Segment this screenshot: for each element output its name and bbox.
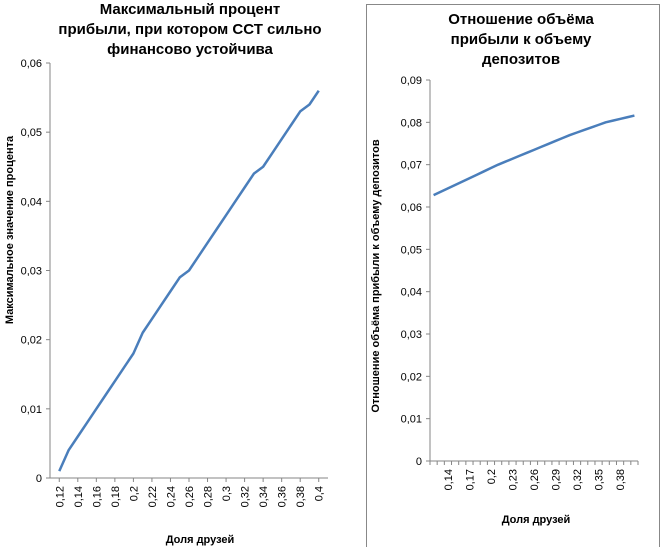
chart-title-line: Отношение объёма xyxy=(448,11,594,28)
x-tick-label: 0,26 xyxy=(529,469,541,490)
y-tick-label: 0,02 xyxy=(21,335,42,347)
series-line xyxy=(58,89,320,472)
x-tick-label: 0,17 xyxy=(464,469,476,490)
y-tick-label: 0,06 xyxy=(401,202,422,214)
y-tick-label: 0,01 xyxy=(401,414,422,426)
x-tick-label: 0,29 xyxy=(551,469,563,490)
y-tick-label: 0,06 xyxy=(21,58,42,70)
y-tick-label: 0,09 xyxy=(401,75,422,87)
y-tick-label: 0,05 xyxy=(401,244,422,256)
chart-title-line: Максимальный процент xyxy=(99,1,281,18)
chart-title-line: финансово устойчива xyxy=(107,41,273,58)
chart-title: Отношение объёма прибыли к объему депози… xyxy=(406,10,636,70)
x-axis-label: Доля друзей xyxy=(165,534,235,546)
x-tick-label: 0,26 xyxy=(184,486,196,507)
chart-title: Максимальный процент прибыли, при которо… xyxy=(40,0,340,60)
y-tick-label: 0,02 xyxy=(401,371,422,383)
x-tick-label: 0,38 xyxy=(615,469,627,490)
y-tick-label: 0,04 xyxy=(21,196,42,208)
x-tick-label: 0,32 xyxy=(240,486,252,507)
y-tick-label: 0 xyxy=(416,456,422,468)
x-tick-label: 0,14 xyxy=(73,486,85,507)
x-tick-label: 0,3 xyxy=(221,486,233,501)
x-tick-label: 0,4 xyxy=(314,486,326,501)
y-tick-label: 0,03 xyxy=(21,266,42,278)
y-tick-label: 0,04 xyxy=(401,287,422,299)
chart-title-line: прибыли к объему xyxy=(450,31,592,48)
chart-right: Отношение объёма прибыли к объему депози… xyxy=(366,4,662,549)
x-tick-label: 0,36 xyxy=(277,486,289,507)
x-tick-label: 0,38 xyxy=(295,486,307,507)
y-tick-label: 0,01 xyxy=(21,404,42,416)
chart-left: Максимальный процент прибыли, при которо… xyxy=(4,0,340,546)
x-tick-label: 0,14 xyxy=(443,469,455,490)
x-tick-label: 0,28 xyxy=(203,486,215,507)
series-line xyxy=(433,114,635,197)
chart-title-line: прибыли, при котором ССТ сильно xyxy=(58,21,322,38)
y-tick-label: 0,07 xyxy=(401,160,422,172)
x-tick-label: 0,32 xyxy=(572,469,584,490)
chart-plot: 0 0,01 0,02 0,03 0,04 0,05 0,06 0,07 0,08 0,09 0,1… xyxy=(401,75,639,490)
x-axis-label: Доля друзей xyxy=(501,514,571,526)
y-tick-label: 0,08 xyxy=(401,117,422,129)
x-tick-label: 0,12 xyxy=(54,486,66,507)
chart-frame xyxy=(366,4,660,547)
chart-plot: 0 0,01 0,02 0,03 0,04 0,05 0,06 0,12 0,14 0,16 0,1… xyxy=(21,58,328,507)
x-tick-label: 0,2 xyxy=(486,469,498,484)
x-tick-label: 0,2 xyxy=(128,486,140,501)
x-tick-label: 0,18 xyxy=(110,486,122,507)
x-tick-label: 0,23 xyxy=(507,469,519,490)
x-tick-label: 0,35 xyxy=(594,469,606,490)
x-tick-label: 0,16 xyxy=(91,486,103,507)
x-tick-label: 0,24 xyxy=(165,486,177,507)
y-tick-label: 0,03 xyxy=(401,329,422,341)
x-tick-label: 0,22 xyxy=(147,486,159,507)
y-tick-label: 0,05 xyxy=(21,127,42,139)
x-tick-label: 0,34 xyxy=(258,486,270,507)
chart-title-line: депозитов xyxy=(481,51,561,68)
y-tick-label: 0 xyxy=(36,473,42,485)
